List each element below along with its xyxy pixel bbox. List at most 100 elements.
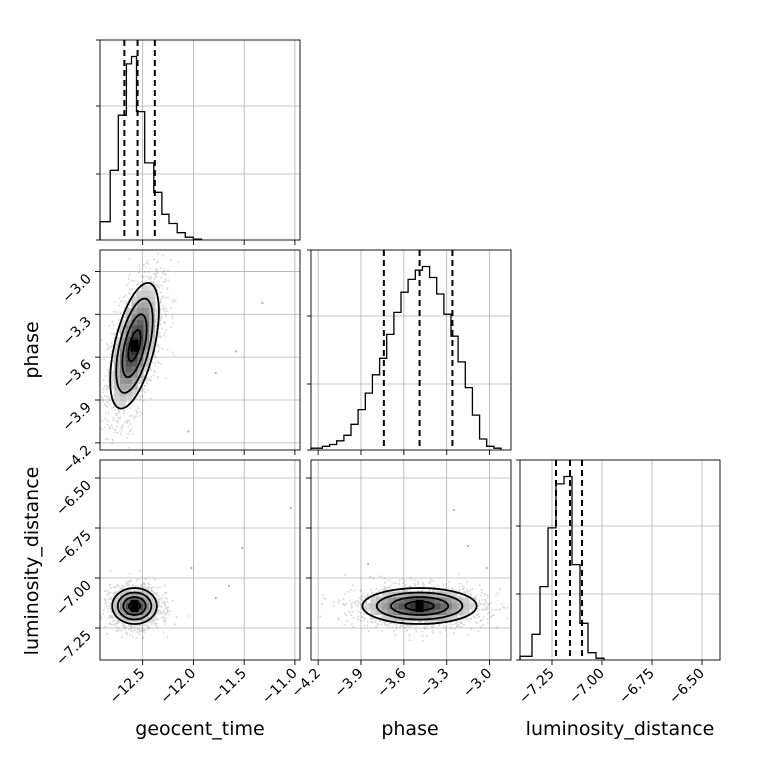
density-cell-phase-luminosity_distance [468, 603, 476, 610]
density-cell-geocent_time-phase [125, 371, 132, 378]
density-cell-phase-luminosity_distance [370, 608, 377, 616]
panel-frame-phase-luminosity_distance [310, 459, 512, 661]
density-cell-geocent_time-phase [131, 377, 138, 384]
panel-frame-geocent_time-phase [99, 249, 301, 451]
density-cell-geocent_time-luminosity_distance [137, 591, 144, 598]
density-cell-geocent_time-luminosity_distance [125, 591, 132, 598]
density-cell-phase-luminosity_distance [422, 608, 429, 616]
density-cell-geocent_time-luminosity_distance [143, 608, 150, 616]
data-layer [99, 40, 605, 660]
density-cell-geocent_time-phase [131, 325, 138, 332]
density-cell-geocent_time-phase [143, 290, 150, 297]
density-cell-geocent_time-phase [143, 302, 150, 309]
density-cell-phase-luminosity_distance [428, 614, 435, 621]
density-cell-phase-luminosity_distance [445, 608, 452, 616]
density-cell-geocent_time-phase [137, 348, 144, 355]
density-cell-geocent_time-phase [131, 313, 138, 320]
density-cell-phase-luminosity_distance [410, 608, 418, 616]
density-cell-geocent_time-phase [125, 383, 132, 390]
density-cell-geocent_time-phase [131, 308, 138, 315]
y-tick-label-phase: −3.0 [59, 271, 94, 306]
density-cell-geocent_time-luminosity_distance [120, 608, 127, 616]
density-cell-phase-luminosity_distance [405, 591, 412, 598]
density-cell-geocent_time-phase [125, 331, 132, 338]
density-cell-phase-luminosity_distance [451, 608, 458, 616]
density-cell-phase-luminosity_distance [410, 591, 418, 598]
density-cell-geocent_time-phase [143, 313, 150, 320]
x-tick-label-phase: −3.3 [417, 666, 452, 701]
density-cell-phase-luminosity_distance [410, 603, 418, 610]
density-cell-geocent_time-phase [137, 319, 144, 326]
density-cell-geocent_time-phase [149, 337, 156, 344]
density-cell-geocent_time-phase [120, 331, 127, 338]
density-cell-geocent_time-phase [149, 290, 156, 297]
x-tick-label-phase: −3.9 [331, 666, 366, 701]
density-peak-geocent_time-phase [130, 339, 139, 352]
density-cell-geocent_time-phase [120, 342, 127, 349]
density-cell-phase-luminosity_distance [463, 597, 470, 604]
contour-level-geocent_time-luminosity_distance [116, 591, 153, 621]
density-cell-phase-luminosity_distance [457, 608, 464, 616]
density-cell-phase-luminosity_distance [364, 603, 371, 610]
density-cell-phase-luminosity_distance [370, 603, 377, 610]
density-cell-geocent_time-phase [125, 377, 132, 384]
density-cell-geocent_time-phase [131, 360, 138, 367]
y-axis-label-phase: phase [21, 321, 43, 378]
density-cell-phase-luminosity_distance [381, 591, 389, 598]
density-peak-phase-luminosity_distance [415, 600, 424, 612]
panel-frame-phase-phase [310, 249, 512, 451]
density-cell-phase-luminosity_distance [434, 597, 441, 604]
density-cell-geocent_time-phase [131, 366, 138, 373]
grid-layer [100, 40, 720, 660]
density-cell-geocent_time-phase [125, 337, 132, 344]
density-cell-geocent_time-luminosity_distance [143, 614, 150, 621]
scatter-outlier-geocent_time-luminosity_distance [214, 596, 217, 600]
contour-level-geocent_time-luminosity_distance [122, 596, 147, 616]
density-cell-geocent_time-phase [143, 360, 150, 367]
density-cell-geocent_time-phase [120, 337, 127, 344]
density-cell-geocent_time-phase [120, 377, 127, 384]
density-cell-geocent_time-phase [137, 290, 144, 297]
density-cell-geocent_time-luminosity_distance [131, 591, 138, 598]
density-cell-phase-luminosity_distance [428, 603, 435, 610]
density-cell-geocent_time-phase [125, 319, 132, 326]
scatter-outlier-geocent_time-luminosity_distance [241, 546, 244, 550]
y-tick-label-luminosity_distance: −7.25 [53, 628, 95, 670]
density-cell-geocent_time-phase [137, 366, 144, 373]
density-cell-phase-luminosity_distance [445, 591, 452, 598]
density-cell-geocent_time-luminosity_distance [149, 597, 156, 604]
density-cell-phase-luminosity_distance [381, 614, 389, 621]
density-cell-geocent_time-phase [137, 342, 144, 349]
x-tick-label-luminosity_distance: −7.25 [516, 666, 558, 708]
contour-level-phase-luminosity_distance [361, 587, 478, 625]
density-cell-geocent_time-phase [137, 360, 144, 367]
density-cell-phase-luminosity_distance [422, 603, 429, 610]
density-cell-geocent_time-phase [114, 389, 121, 396]
histogram-luminosity_distance [519, 475, 605, 660]
y-tick-label-phase: −3.3 [59, 314, 94, 349]
y-tick-label-luminosity_distance: −7.00 [53, 578, 95, 620]
density-cell-geocent_time-phase [114, 395, 121, 402]
density-cell-phase-luminosity_distance [451, 597, 458, 604]
density-cell-geocent_time-phase [114, 342, 121, 349]
scatter-outlier-phase-luminosity_distance [367, 562, 370, 566]
histogram-geocent_time [99, 55, 203, 240]
density-cell-geocent_time-phase [149, 348, 156, 355]
x-tick-label-luminosity_distance: −6.75 [616, 666, 658, 708]
scatter-outlier-geocent_time-luminosity_distance [289, 506, 292, 510]
density-cell-geocent_time-phase [131, 319, 138, 326]
density-cell-phase-luminosity_distance [416, 591, 423, 598]
density-cell-geocent_time-luminosity_distance [143, 591, 150, 598]
density-cell-phase-luminosity_distance [410, 597, 418, 604]
density-cell-geocent_time-luminosity_distance [114, 608, 121, 616]
scatter-outlier-phase-luminosity_distance [485, 566, 488, 570]
y-tick-label-luminosity_distance: −6.75 [53, 528, 95, 570]
contour-level-geocent_time-luminosity_distance [111, 587, 158, 625]
x-tick-label-geocent_time: −12.5 [107, 666, 149, 708]
density-cell-phase-luminosity_distance [405, 608, 412, 616]
density-cell-geocent_time-phase [131, 296, 138, 303]
density-cell-phase-luminosity_distance [445, 614, 452, 621]
y-tick-label-phase: −3.6 [59, 357, 94, 392]
density-cell-geocent_time-phase [114, 337, 121, 344]
density-cell-geocent_time-phase [137, 313, 144, 320]
